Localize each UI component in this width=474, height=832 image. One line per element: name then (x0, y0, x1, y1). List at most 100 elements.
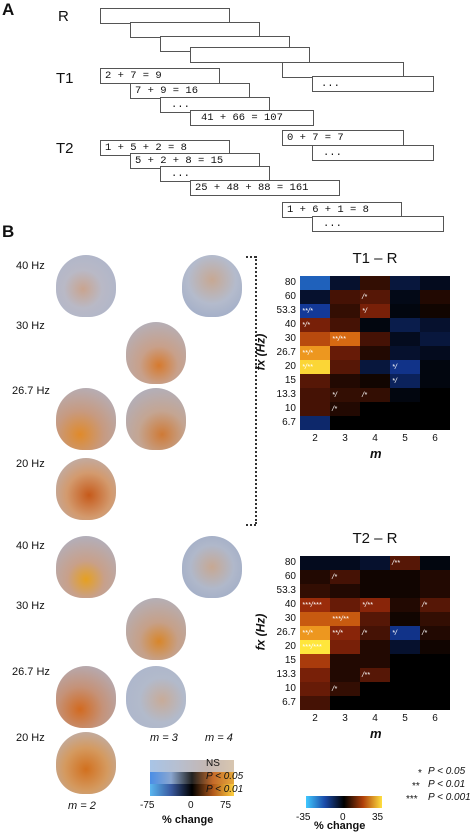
heatmap-cell (330, 556, 360, 570)
heatmap-y-tick: 10 (284, 403, 296, 414)
heatmap-cell (300, 318, 330, 332)
heatmap-cell (420, 332, 450, 346)
heatmap-y-tick: 13.3 (276, 669, 296, 680)
significance-annotation: /* (422, 628, 428, 637)
row-label-t1: T1 (56, 70, 74, 87)
big-colorbar-tick: 0 (340, 812, 346, 823)
heatmap-cell (330, 668, 360, 682)
heatmap-cell (360, 696, 390, 710)
significance-annotation: **/* (302, 628, 313, 637)
heatmap-cell (360, 276, 390, 290)
heatmap-cell (390, 388, 420, 402)
small-colorbar-tick: -75 (140, 800, 155, 811)
r-box (190, 47, 310, 63)
t2-equation: 1 + 6 + 1 = 8 (287, 204, 369, 216)
sig-mark: * (418, 768, 422, 779)
heatmap-cell (330, 388, 360, 402)
heatmap-y-tick: 53.3 (276, 585, 296, 596)
significance-annotation: **/* (302, 306, 313, 315)
brain-map (126, 322, 186, 384)
significance-annotation: **/* (332, 628, 343, 637)
heatmap-x-tick: 2 (312, 713, 318, 724)
heatmap-title: T2 – R (352, 530, 398, 547)
significance-annotation: */ (362, 306, 368, 315)
heatmap-cell (300, 696, 330, 710)
freq-label: 26.7 Hz (12, 666, 50, 678)
small-colorbar-tick: 75 (220, 800, 232, 811)
heatmap-cell (330, 304, 360, 318)
significance-annotation: */ (392, 362, 398, 371)
m-label: m = 3 (150, 732, 178, 744)
significance-annotation: /** (392, 558, 400, 567)
brain-map (56, 388, 116, 450)
brain-map (126, 598, 186, 660)
r-ellipsis: ... (321, 78, 340, 90)
heatmap-cell (420, 416, 450, 430)
heatmap-y-tick: 6.7 (282, 697, 296, 708)
heatmap-cell (390, 290, 420, 304)
heatmap-cell (360, 290, 390, 304)
heatmap-cell (360, 346, 390, 360)
heatmap-cell (390, 626, 420, 640)
heatmap-x-label: m (370, 446, 382, 461)
brain-map (56, 536, 116, 598)
heatmap-cell (360, 556, 390, 570)
heatmap-cell (390, 304, 420, 318)
heatmap-y-tick: 80 (284, 277, 296, 288)
heatmap-cell (330, 570, 360, 584)
heatmap-cell (420, 612, 450, 626)
heatmap-y-tick: 60 (284, 571, 296, 582)
heatmap-y-tick: 10 (284, 683, 296, 694)
heatmap-cell (300, 584, 330, 598)
small-colorbar-label: % change (162, 814, 214, 826)
sig-legend: P < 0.001 (428, 792, 471, 803)
heatmap-cell (360, 318, 390, 332)
connector-line (246, 256, 256, 258)
brain-map (126, 666, 186, 728)
heatmap-x-tick: 4 (372, 713, 378, 724)
heatmap-cell (390, 640, 420, 654)
significance-annotation: /* (332, 572, 338, 581)
freq-label: 20 Hz (16, 732, 45, 744)
r-box: ... (312, 76, 434, 92)
heatmap-cell (330, 416, 360, 430)
heatmap-x-tick: 4 (372, 433, 378, 444)
heatmap-cell (390, 668, 420, 682)
heatmap-cell (420, 318, 450, 332)
heatmap-cell (360, 332, 390, 346)
heatmap-cell (300, 626, 330, 640)
heatmap-y-tick: 6.7 (282, 417, 296, 428)
heatmap-x-tick: 5 (402, 433, 408, 444)
significance-annotation: */* (302, 320, 310, 329)
significance-annotation: /* (332, 404, 338, 413)
heatmap-y-tick: 20 (284, 361, 296, 372)
significance-annotation: */ (332, 390, 338, 399)
freq-label: 40 Hz (16, 260, 45, 272)
heatmap-cell (330, 276, 360, 290)
heatmap-cell (300, 276, 330, 290)
m-label: m = 2 (68, 800, 96, 812)
significance-annotation: **/* (302, 348, 313, 357)
heatmap-cell (390, 416, 420, 430)
heatmap-cell (360, 388, 390, 402)
heatmap-cell (390, 318, 420, 332)
big-colorbar-tick: 35 (372, 812, 384, 823)
heatmap-cell (390, 654, 420, 668)
significance-annotation: */** (302, 362, 313, 371)
significance-annotation: ***/** (332, 614, 349, 623)
heatmap-cell (300, 682, 330, 696)
heatmap-y-tick: 40 (284, 599, 296, 610)
heatmap-cell (420, 682, 450, 696)
t2-equation: ... (323, 218, 342, 230)
heatmap-cell (390, 360, 420, 374)
heatmap-cell (330, 374, 360, 388)
heatmap-y-label: fx (Hz) (253, 613, 268, 651)
heatmap-y-tick: 53.3 (276, 305, 296, 316)
heatmap-cell (420, 556, 450, 570)
heatmap-cell (330, 346, 360, 360)
heatmap-cell (390, 682, 420, 696)
t2-equation: 1 + 5 + 2 = 8 (105, 142, 187, 154)
heatmap-cell (390, 402, 420, 416)
heatmap-y-tick: 60 (284, 291, 296, 302)
connector-line (255, 256, 257, 524)
